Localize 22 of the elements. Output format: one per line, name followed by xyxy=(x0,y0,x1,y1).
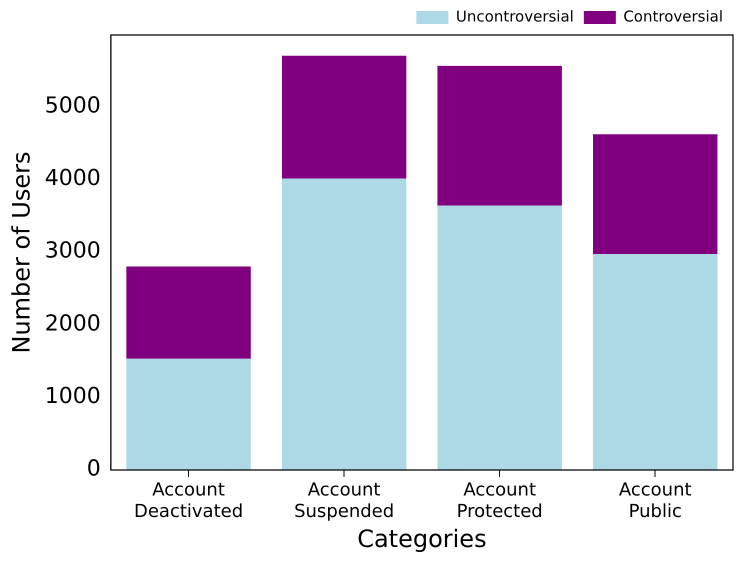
x-tick-label: Account Deactivated xyxy=(134,479,244,522)
legend-label: Controversial xyxy=(623,7,724,26)
legend-label: Uncontroversial xyxy=(456,7,574,26)
y-tick-label: 1000 xyxy=(44,384,101,410)
bar xyxy=(282,56,406,179)
bar xyxy=(126,358,251,470)
bar xyxy=(437,66,562,206)
y-tick-label: 3000 xyxy=(44,238,101,264)
y-tick-label: 5000 xyxy=(44,93,101,118)
bar xyxy=(282,178,406,470)
x-tick-label: Account Public xyxy=(618,479,692,522)
bar xyxy=(126,266,251,359)
x-tick-label: Account Protected xyxy=(456,479,543,522)
y-axis-title: Number of Users xyxy=(8,151,36,354)
y-tick-label: 4000 xyxy=(44,166,101,191)
y-tick-label: 0 xyxy=(86,456,101,482)
x-axis-title: Categories xyxy=(357,524,487,553)
bar xyxy=(437,205,562,470)
y-tick-label: 2000 xyxy=(44,311,101,336)
bar xyxy=(593,134,718,254)
x-tick-label: Account Suspended xyxy=(294,479,394,522)
bar xyxy=(593,254,718,470)
